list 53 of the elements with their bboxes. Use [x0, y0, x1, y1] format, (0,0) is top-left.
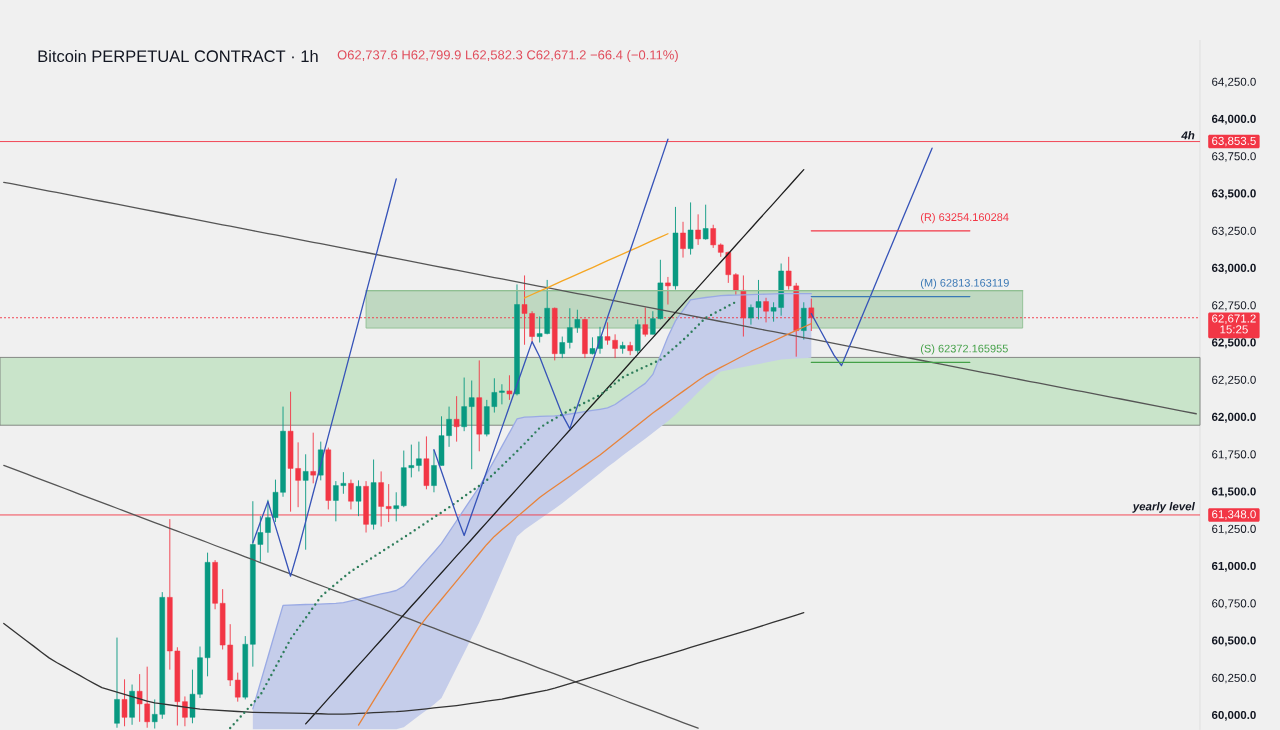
candlestick	[468, 380, 475, 470]
candlestick	[559, 336, 566, 359]
text: O62,737.6 H62,799.9 L62,582.3 C62,671.2 −66.4 (−0.11%)	[337, 49, 678, 63]
y-tick-label: 61,000.0	[1211, 561, 1256, 572]
candlestick	[702, 204, 709, 241]
y-tick-label: 62,500.0	[1211, 338, 1256, 349]
y-tick-label: 62,671.2	[1212, 314, 1256, 324]
y-tick-label: 60,750.0	[1212, 599, 1256, 609]
y-tick-label: 61,348.0	[1212, 510, 1256, 520]
y-tick-label: 64,000.0	[1211, 114, 1256, 125]
y-tick-label: 61,750.0	[1212, 450, 1256, 460]
candlestick	[680, 221, 686, 259]
candlestick	[235, 672, 241, 703]
y-tick-label: 63,750.0	[1212, 152, 1256, 162]
y-tick-label: 62,750.0	[1212, 301, 1256, 311]
candlestick	[310, 432, 316, 484]
series-label: (S) 62372.165955	[920, 344, 1008, 355]
candlestick	[302, 453, 309, 551]
text: 15:25	[1220, 325, 1248, 334]
candlestick	[695, 213, 701, 246]
y-tick-label: 63,000.0	[1211, 263, 1256, 274]
candlestick	[416, 441, 422, 472]
candlestick	[763, 297, 769, 323]
candlestick	[665, 276, 671, 305]
candlestick	[348, 479, 354, 510]
y-tick-label: 62,000.0	[1211, 412, 1256, 423]
candlestick	[687, 201, 694, 256]
candlestick	[801, 301, 807, 340]
y-tick-label: 64,250.0	[1212, 77, 1256, 88]
y-tick-label: 60,500.0	[1211, 636, 1256, 647]
y-tick-label: 60,000.0	[1211, 710, 1256, 721]
candlestick	[114, 637, 120, 729]
y-tick-label: 63,250.0	[1212, 226, 1256, 237]
series-label: (R) 63254.160284	[920, 212, 1009, 224]
chart-title: Bitcoin PERPETUAL CONTRACT · 1h	[38, 49, 318, 63]
series-label: (M) 62813.163119	[920, 278, 1009, 289]
candlestick	[393, 491, 399, 522]
y-tick-label: 62,250.0	[1212, 375, 1256, 386]
candlestick	[453, 395, 460, 443]
y-tick-label: 63,500.0	[1211, 189, 1256, 200]
ref-line-label: 4h	[1181, 131, 1195, 140]
y-tick-label: 61,500.0	[1211, 487, 1256, 498]
candlestick	[121, 678, 128, 727]
y-tick-label: 63,853.5	[1212, 136, 1256, 147]
candlestick	[355, 479, 362, 517]
candlestick	[506, 374, 513, 401]
candlestick	[499, 383, 505, 405]
candlestick	[733, 272, 739, 296]
ref-line-label: yearly level	[1132, 502, 1195, 513]
y-tick-label: 60,250.0	[1212, 673, 1256, 684]
y-tick-label: 61,250.0	[1212, 524, 1256, 535]
candlestick	[710, 224, 716, 249]
candlestick	[461, 377, 467, 432]
